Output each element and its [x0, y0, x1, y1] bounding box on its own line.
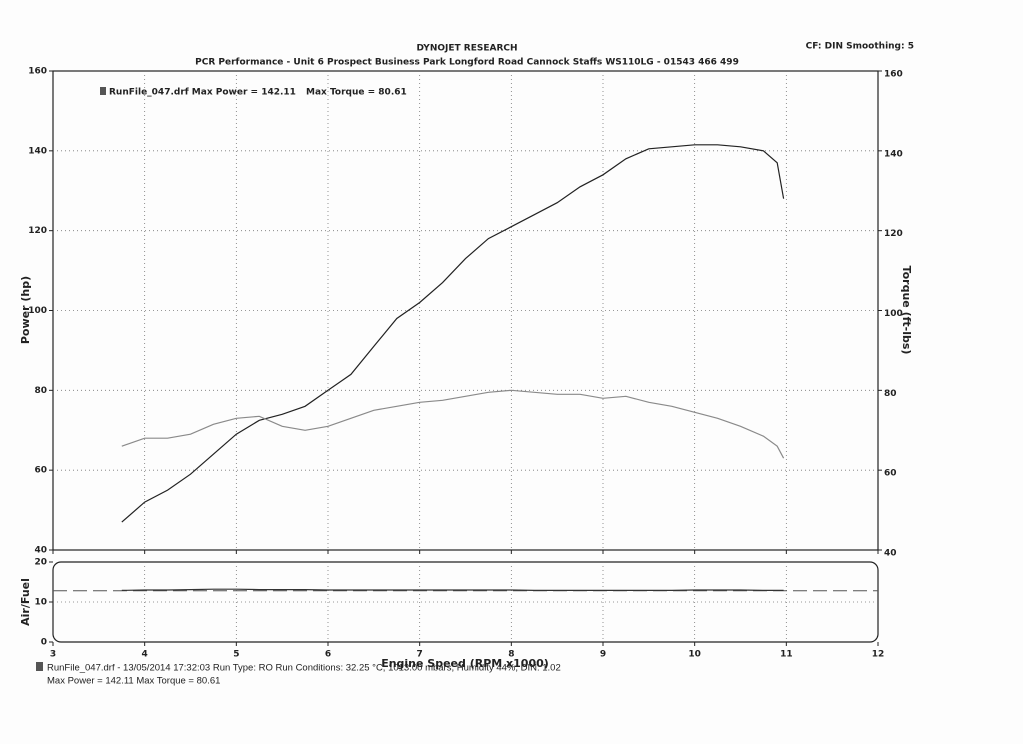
- y-axis-title: Power (hp): [19, 276, 32, 344]
- y-tick-label: 10: [34, 598, 47, 608]
- y-tick-label: 80: [34, 386, 47, 396]
- x-tick-label: 7: [417, 650, 423, 660]
- legend-icon: [100, 87, 106, 95]
- y2-tick-label: 100: [884, 309, 903, 319]
- data-line: [121, 389, 785, 459]
- legend-text: RunFile_047.drf Max Power = 142.11: [109, 88, 296, 98]
- x-tick-label: 6: [325, 650, 331, 660]
- y2-axis-title: Torque (ft-lbs): [900, 266, 913, 355]
- y2-tick-label: 160: [884, 70, 903, 80]
- legend-text: Max Torque = 80.61: [306, 88, 407, 98]
- x-tick-label: 10: [688, 650, 701, 660]
- y-tick-label: 20: [34, 558, 47, 568]
- y-tick-label: 120: [28, 226, 47, 236]
- x-tick-label: 8: [508, 650, 514, 660]
- x-tick-label: 3: [50, 650, 56, 660]
- x-axis-title: Engine Speed (RPM x1000): [381, 657, 549, 670]
- footer-icon: [36, 662, 43, 671]
- y-tick-label: 160: [28, 67, 47, 77]
- footer-line: Max Power = 142.11 Max Torque = 80.61: [47, 676, 220, 687]
- footer-line: RunFile_047.drf - 13/05/2014 17:32:03 Ru…: [47, 663, 561, 674]
- y-tick-label: 60: [34, 466, 47, 476]
- x-tick-label: 12: [872, 650, 885, 660]
- y-tick-label: 140: [28, 146, 47, 156]
- y-axis-title: Air/Fuel: [19, 578, 32, 626]
- x-tick-label: 11: [780, 650, 793, 660]
- y2-tick-label: 80: [884, 389, 897, 399]
- y2-tick-label: 60: [884, 469, 897, 479]
- x-tick-label: 9: [600, 650, 606, 660]
- settings: CF: DIN Smoothing: 5: [806, 42, 914, 52]
- y2-tick-label: 120: [884, 229, 903, 239]
- y2-tick-label: 40: [884, 549, 897, 559]
- y-tick-label: 40: [34, 546, 47, 556]
- y-tick-label: 0: [41, 638, 47, 648]
- x-tick-label: 4: [142, 650, 148, 660]
- data-line: [121, 144, 785, 523]
- data-line: [121, 588, 784, 591]
- title: DYNOJET RESEARCH: [416, 44, 517, 54]
- y2-tick-label: 140: [884, 149, 903, 159]
- y-tick-label: 100: [28, 306, 47, 316]
- subtitle: PCR Performance - Unit 6 Prospect Busine…: [195, 58, 739, 68]
- x-tick-label: 5: [233, 650, 239, 660]
